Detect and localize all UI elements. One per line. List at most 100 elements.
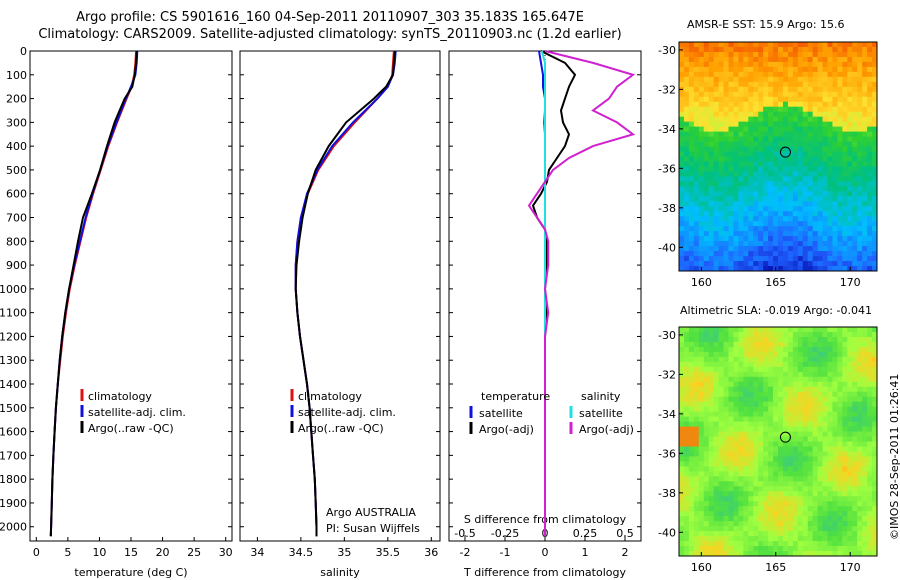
map-cell xyxy=(733,131,739,137)
map-cell xyxy=(872,156,878,162)
map-cell xyxy=(837,266,843,272)
map-cell xyxy=(763,106,769,113)
map-cell xyxy=(832,521,838,527)
map-cell xyxy=(812,416,818,422)
map-cell xyxy=(847,61,853,68)
map-cell xyxy=(797,546,804,552)
map-cell xyxy=(738,146,744,152)
map-cell xyxy=(753,241,759,247)
map-cell xyxy=(768,46,774,53)
map-cell xyxy=(758,56,764,63)
map-cell xyxy=(782,431,789,437)
map-cell xyxy=(768,516,774,522)
map-cell xyxy=(862,501,868,507)
map-cell xyxy=(703,376,710,383)
map-cell xyxy=(837,61,843,68)
map-cell xyxy=(832,371,838,378)
map-cell xyxy=(867,141,873,147)
map-cell xyxy=(703,411,710,418)
map-cell xyxy=(763,146,769,152)
map-cell xyxy=(708,486,715,492)
map-cell xyxy=(817,126,823,133)
map-cell xyxy=(842,256,848,262)
map-cell xyxy=(787,391,794,398)
map-cell xyxy=(812,496,818,502)
map-cell xyxy=(728,526,734,532)
map-cell xyxy=(782,531,789,537)
map-cell xyxy=(733,371,739,378)
map-cell xyxy=(792,461,799,467)
map-cell xyxy=(832,336,838,343)
map-cell xyxy=(842,336,848,343)
map-cell xyxy=(852,111,858,118)
map-cell xyxy=(753,196,759,202)
map-cell xyxy=(713,356,719,363)
map-cell xyxy=(802,171,809,177)
map-cell xyxy=(802,446,809,452)
map-cell xyxy=(822,461,828,467)
map-cell xyxy=(817,386,823,393)
map-cell xyxy=(792,196,799,202)
map-cell xyxy=(748,42,754,48)
map-cell xyxy=(802,386,809,393)
map-cell xyxy=(852,371,858,378)
map-cell xyxy=(797,521,804,527)
map-cell xyxy=(738,236,744,242)
map-cell xyxy=(743,546,749,552)
map-cell xyxy=(778,481,784,487)
map-cell xyxy=(748,426,754,432)
map-cell xyxy=(683,266,690,272)
map-cell xyxy=(827,506,833,512)
map-cell xyxy=(782,226,789,232)
map-cell xyxy=(852,391,858,398)
map-cell xyxy=(797,266,804,272)
map-cell xyxy=(743,211,749,217)
map-cell xyxy=(753,101,759,108)
map-cell xyxy=(782,491,789,497)
map-cell xyxy=(703,241,710,247)
map-cell xyxy=(773,411,779,418)
map-cell xyxy=(842,196,848,202)
map-cell xyxy=(807,396,814,403)
map-cell xyxy=(688,61,695,68)
map-cell xyxy=(773,251,779,257)
map-cell xyxy=(763,541,769,547)
map-cell xyxy=(738,486,744,492)
map-cell xyxy=(847,391,853,398)
map-cell xyxy=(733,226,739,232)
map-cell xyxy=(872,361,878,368)
map-cell xyxy=(743,246,749,252)
map-cell xyxy=(812,541,818,547)
map-cell xyxy=(763,381,769,388)
map-cell xyxy=(693,421,700,427)
map-cell xyxy=(802,266,809,272)
map-cell xyxy=(773,216,779,222)
map-cell xyxy=(802,361,809,368)
map-cell xyxy=(708,196,715,202)
depth-tick-label: 1600 xyxy=(0,426,27,439)
map-cell xyxy=(768,461,774,467)
map-cell xyxy=(862,91,868,98)
map-cell xyxy=(758,61,764,68)
map-cell xyxy=(718,376,724,383)
map-cell xyxy=(703,511,710,517)
map-cell xyxy=(857,446,863,452)
map-cell xyxy=(728,501,734,507)
map-cell xyxy=(733,241,739,247)
map-cell xyxy=(693,241,700,247)
map-cell xyxy=(698,511,705,517)
map-cell xyxy=(688,471,695,477)
map-cell xyxy=(862,181,868,187)
map-cell xyxy=(832,42,838,48)
map-cell xyxy=(743,136,749,142)
map-cell xyxy=(812,156,818,162)
map-cell xyxy=(862,226,868,232)
map-cell xyxy=(852,331,858,338)
map-cell xyxy=(708,131,715,137)
map-cell xyxy=(827,461,833,467)
map-cell xyxy=(679,111,685,118)
map-cell xyxy=(748,136,754,142)
map-cell xyxy=(768,541,774,547)
map-cell xyxy=(698,506,705,512)
map-cell xyxy=(827,96,833,103)
